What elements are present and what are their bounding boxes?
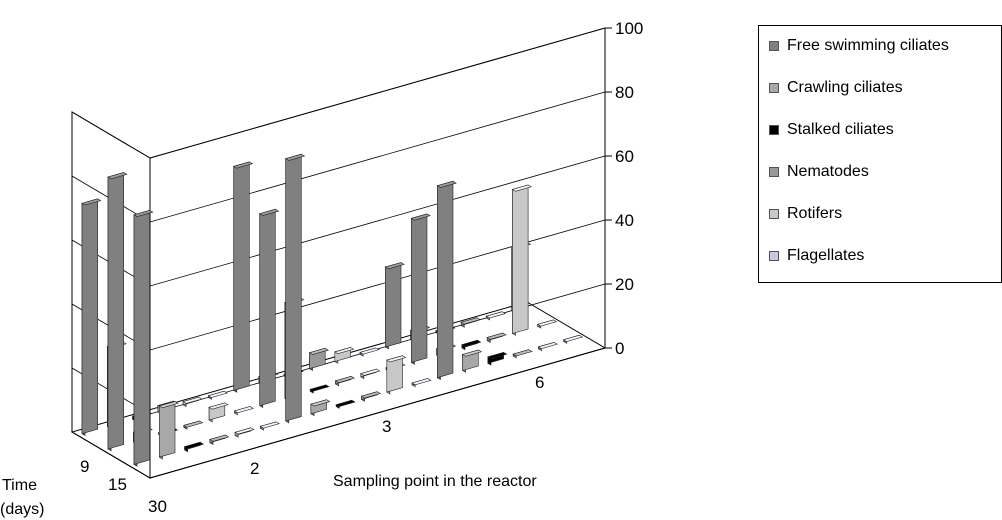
bar [308,347,330,372]
bar [183,420,204,430]
legend-swatch [769,125,779,135]
y-tick-label: 40 [615,211,634,230]
bar [81,198,102,437]
x-axis-title: Sampling point in the reactor [333,473,537,490]
x-tick-label: 6 [535,373,544,392]
bar [410,213,431,365]
x-tick-label: 3 [382,417,391,436]
bar [133,209,154,467]
bar [360,368,381,380]
gridline [71,27,606,159]
bar [460,317,481,328]
bar [183,441,205,453]
bar [232,161,254,393]
bar [562,334,584,344]
bar [537,342,558,352]
legend-swatch [769,41,779,51]
legend-item: Flagellates [769,246,864,266]
bars [81,153,584,467]
y-axis-ticks: 0 20 40 60 80 100 [605,19,643,358]
legend-swatch [769,251,779,261]
legend-label: Rotifers [787,205,843,222]
legend-swatch [769,209,779,219]
x-tick-label: 2 [250,459,259,478]
bar [334,375,356,387]
bar [158,401,179,460]
legend: Free swimming ciliates Crawling ciliates… [758,25,1002,283]
bar [411,378,432,388]
bar [436,180,457,381]
bar [310,399,331,417]
bar [386,355,407,395]
axis-labels: 2 3 6 9 15 30 Sampling point in the reac… [0,373,544,518]
y-tick-label: 60 [615,147,634,166]
bar [487,352,508,366]
y-tick-label: 80 [615,83,634,102]
bar [359,347,380,357]
bar [334,347,355,364]
bar [486,332,507,344]
legend-swatch [769,83,779,93]
legend-label: Flagellates [787,247,865,264]
bar [259,421,280,431]
legend-item: Rotifers [769,204,842,224]
bar [335,399,356,409]
z-axis-title-line2: (days) [0,501,44,518]
bar [208,402,229,423]
y-tick-label: 100 [615,19,643,38]
bar [258,208,280,409]
bar [461,349,483,373]
z-tick-label: 15 [108,475,127,494]
bar [384,262,405,350]
bar [284,153,306,424]
bar [536,319,558,329]
bar [207,390,228,400]
y-tick-label: 0 [615,339,624,358]
legend-item: Free swimming ciliates [769,36,949,56]
bar [461,339,482,351]
bar [182,396,203,408]
bar [107,172,128,452]
legend-label: Stalked ciliates [787,121,894,138]
legend-label: Free swimming ciliates [787,37,949,54]
bar [360,391,382,402]
z-tick-label: 30 [148,497,167,516]
bar [233,406,254,416]
bar [309,384,330,394]
bar [234,427,255,438]
legend-item: Stalked ciliates [769,120,894,140]
y-tick-label: 20 [615,275,634,294]
bar [512,349,533,359]
bar [209,434,230,446]
legend-swatch [769,167,779,177]
bar [511,184,532,336]
bar [485,311,506,321]
z-tick-label: 9 [80,457,89,476]
legend-item: Crawling ciliates [769,78,903,98]
gridline [71,347,606,479]
legend-item: Nematodes [769,162,869,182]
legend-label: Nematodes [787,163,869,180]
legend-label: Crawling ciliates [787,79,903,96]
z-axis-title-line1: Time [2,477,37,494]
